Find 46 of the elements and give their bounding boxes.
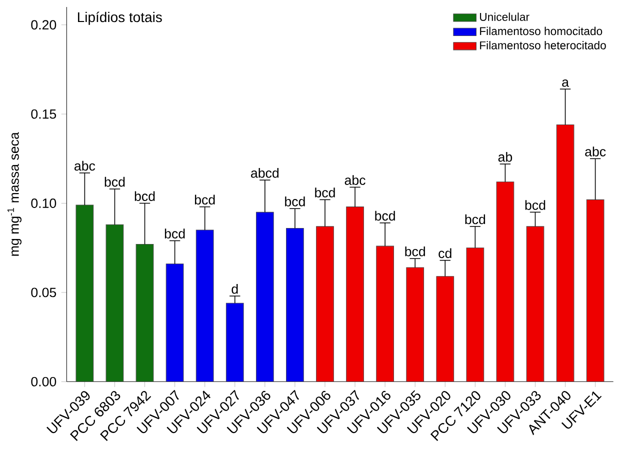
annotation: bcd [525, 200, 546, 210]
bar [376, 246, 394, 382]
bar [286, 228, 304, 382]
annotation: bcd [315, 188, 335, 198]
bar [316, 226, 334, 382]
annotation: abc [585, 146, 606, 156]
bar [256, 212, 274, 382]
y-tick-label: 0.15 [31, 109, 56, 119]
annotation: abc [344, 175, 366, 185]
y-tick-label: 0.10 [31, 198, 56, 208]
bar [106, 224, 124, 382]
annotation: bcd [134, 191, 155, 201]
annotation: bcd [285, 196, 305, 206]
annotation: abc [74, 160, 96, 171]
bar [136, 244, 154, 382]
y-tick-label: 0.00 [31, 376, 56, 386]
annotation: ab [498, 152, 512, 162]
annotation: bcd [375, 210, 395, 221]
annotation: bcd [104, 176, 125, 187]
bar [466, 248, 484, 382]
bar [76, 204, 94, 382]
bar [586, 199, 604, 382]
annotation: bcd [405, 246, 425, 256]
bar [166, 264, 184, 382]
annotation: a [562, 80, 569, 87]
annotation: bcd [194, 194, 215, 205]
bar [346, 206, 364, 382]
y-tick-label: 0.20 [31, 20, 56, 30]
annotation: bcd [164, 228, 185, 238]
bar [496, 182, 514, 382]
legend-label: Filamentoso homocitado [480, 26, 602, 36]
bar [556, 124, 574, 382]
bar [196, 230, 214, 382]
bar [226, 302, 244, 382]
y-axis-title: mg mg$^{-1}$ massa seca [7, 132, 22, 256]
chart-title: Lipídios totais [78, 12, 162, 25]
legend-label: Unicelular [480, 12, 530, 21]
bar [526, 226, 544, 382]
annotation: d [232, 284, 238, 294]
legend-label: Filamentoso heterocitado [480, 41, 606, 50]
annotation: abcd [251, 168, 279, 178]
bar [406, 267, 424, 382]
bar [436, 276, 454, 382]
y-tick-label: 0.05 [31, 288, 56, 298]
annotation: bcd [465, 214, 486, 224]
annotation: cd [438, 248, 452, 258]
